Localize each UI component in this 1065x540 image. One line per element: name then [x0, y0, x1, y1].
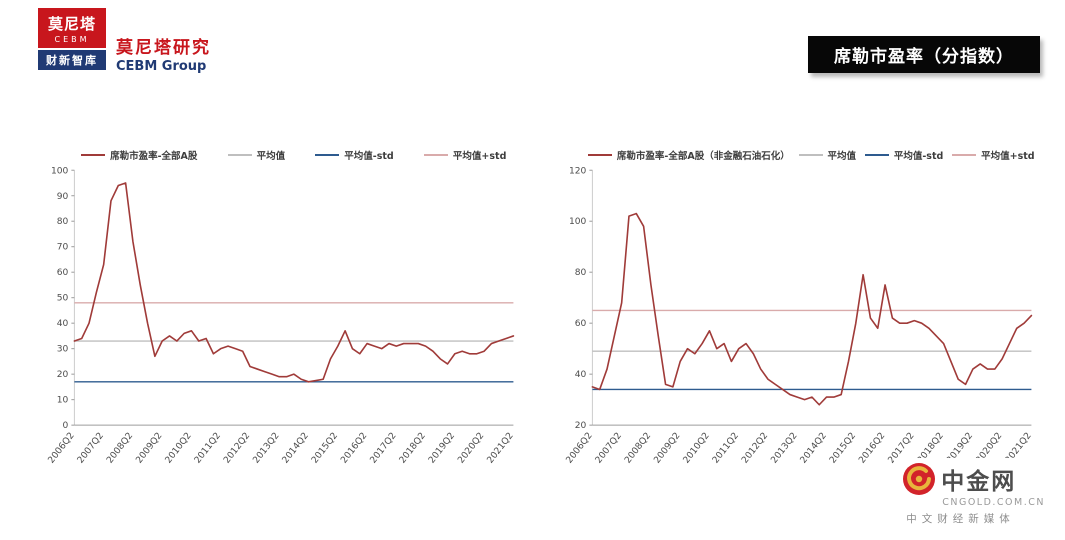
brand-subtitle: CEBM Group: [116, 59, 207, 74]
svg-text:20: 20: [574, 421, 586, 431]
svg-text:2011Q2: 2011Q2: [710, 431, 740, 466]
svg-text:2020Q2: 2020Q2: [456, 431, 486, 466]
legend-label: 席勒市盈率-全部A股（非金融石油石化）: [616, 151, 790, 162]
legend-label: 平均值: [256, 151, 286, 162]
svg-text:60: 60: [574, 319, 586, 329]
svg-text:2018Q2: 2018Q2: [398, 431, 428, 466]
svg-text:2010Q2: 2010Q2: [164, 431, 194, 466]
svg-text:40: 40: [57, 319, 69, 329]
svg-text:100: 100: [568, 217, 586, 227]
brand-title: 莫尼塔研究: [116, 38, 211, 58]
svg-text:80: 80: [57, 217, 69, 227]
legend-label: 平均值: [827, 151, 857, 162]
svg-text:2016Q2: 2016Q2: [339, 431, 369, 466]
svg-text:2006Q2: 2006Q2: [47, 431, 77, 466]
legend-line-swatch: [81, 154, 106, 156]
svg-text:2014Q2: 2014Q2: [281, 431, 311, 466]
chart-shiller-pe-all-a-shares: 席勒市盈率-全部A股 平均值 平均值-std 平均值+std 0 10 20 30 40 50 6…: [40, 148, 522, 486]
legend-label: 平均值-std: [344, 151, 394, 162]
svg-text:120: 120: [568, 166, 586, 176]
svg-text:90: 90: [57, 192, 69, 202]
svg-text:2009Q2: 2009Q2: [134, 431, 164, 466]
legend-item: 席勒市盈率-全部A股: [81, 148, 197, 162]
legend-item: 平均值: [227, 148, 286, 162]
logo-caixin-strip: 财新智库: [38, 50, 106, 70]
watermark-row: 中金网: [902, 462, 1045, 496]
svg-text:70: 70: [57, 243, 69, 253]
svg-text:2008Q2: 2008Q2: [623, 431, 653, 466]
svg-text:2016Q2: 2016Q2: [857, 431, 887, 466]
svg-text:2007Q2: 2007Q2: [76, 431, 106, 466]
svg-text:2015Q2: 2015Q2: [310, 431, 340, 466]
svg-text:2008Q2: 2008Q2: [105, 431, 135, 466]
watermark-tagline: 中文财经新媒体: [906, 513, 1015, 525]
legend-item: 平均值-std: [864, 148, 944, 162]
legend-item: 平均值+std: [952, 148, 1035, 162]
legend-line-swatch: [864, 154, 889, 156]
svg-text:80: 80: [574, 268, 586, 278]
svg-text:2009Q2: 2009Q2: [652, 431, 682, 466]
legend-label: 平均值+std: [981, 151, 1035, 162]
cebm-logo-red-block: 莫尼塔 CEBM: [38, 8, 106, 48]
svg-text:2012Q2: 2012Q2: [740, 431, 770, 466]
legend-label: 平均值+std: [452, 151, 507, 162]
svg-text:10: 10: [57, 396, 69, 406]
svg-text:100: 100: [51, 166, 69, 176]
legend-line-swatch: [798, 154, 823, 156]
cngold-logo-icon: [903, 463, 936, 495]
legend-line-swatch: [227, 154, 252, 156]
svg-text:2011Q2: 2011Q2: [193, 431, 223, 466]
svg-text:2012Q2: 2012Q2: [222, 431, 252, 466]
left-chart-plot: 0 10 20 30 40 50 60 70 80 90 100 2006Q2 2007Q2 2008Q2…: [47, 166, 516, 466]
left-chart-legend: 席勒市盈率-全部A股 平均值 平均值-std 平均值+std: [66, 148, 522, 162]
right-chart-legend: 席勒市盈率-全部A股（非金融石油石化） 平均值 平均值-std 平均值+std: [584, 148, 1040, 162]
svg-text:20: 20: [57, 370, 69, 380]
svg-text:2007Q2: 2007Q2: [593, 431, 623, 466]
svg-text:2021Q2: 2021Q2: [486, 431, 516, 466]
legend-item: 平均值-std: [315, 148, 394, 162]
legend-line-swatch: [587, 154, 612, 156]
page-header: 莫尼塔 CEBM 财新智库 莫尼塔研究 CEBM Group 席勒市盈率（分指数…: [0, 0, 1065, 92]
cngold-watermark: 中金网 CNGOLD.COM.CN 中文财经新媒体: [894, 458, 1053, 532]
legend-item: 平均值: [798, 148, 857, 162]
svg-text:60: 60: [57, 268, 69, 278]
svg-text:2017Q2: 2017Q2: [369, 431, 399, 466]
chart-shiller-pe-ex-financials-petro: 席勒市盈率-全部A股（非金融石油石化） 平均值 平均值-std 平均值+std 20 4…: [558, 148, 1040, 486]
brand-block: 莫尼塔研究 CEBM Group: [116, 33, 211, 74]
legend-line-swatch: [315, 154, 340, 156]
svg-text:0: 0: [63, 421, 69, 431]
logo-en-name: CEBM: [54, 35, 90, 44]
charts-area: 席勒市盈率-全部A股 平均值 平均值-std 平均值+std 0 10 20 30 40 50 6…: [0, 92, 1065, 486]
legend-line-swatch: [423, 154, 448, 156]
svg-text:2006Q2: 2006Q2: [564, 431, 594, 466]
watermark-domain: CNGOLD.COM.CN: [942, 497, 1045, 508]
legend-line-swatch: [952, 154, 977, 156]
legend-label: 席勒市盈率-全部A股: [110, 151, 198, 162]
svg-text:2014Q2: 2014Q2: [798, 431, 828, 466]
legend-label: 平均值-std: [893, 151, 944, 162]
svg-text:2019Q2: 2019Q2: [427, 431, 457, 466]
report-title-bar: 席勒市盈率（分指数）: [808, 36, 1040, 73]
cebm-logo: 莫尼塔 CEBM 财新智库: [38, 8, 106, 70]
svg-text:30: 30: [57, 345, 69, 355]
legend-item: 平均值+std: [423, 148, 507, 162]
svg-text:50: 50: [57, 294, 69, 304]
logo-cn-name: 莫尼塔: [47, 15, 96, 33]
legend-item: 席勒市盈率-全部A股（非金融石油石化）: [587, 148, 790, 162]
watermark-name: 中金网: [941, 469, 1017, 495]
svg-text:2013Q2: 2013Q2: [769, 431, 799, 466]
svg-text:2010Q2: 2010Q2: [681, 431, 711, 466]
svg-text:2015Q2: 2015Q2: [828, 431, 858, 466]
svg-text:2013Q2: 2013Q2: [252, 431, 282, 466]
svg-text:40: 40: [574, 370, 586, 380]
